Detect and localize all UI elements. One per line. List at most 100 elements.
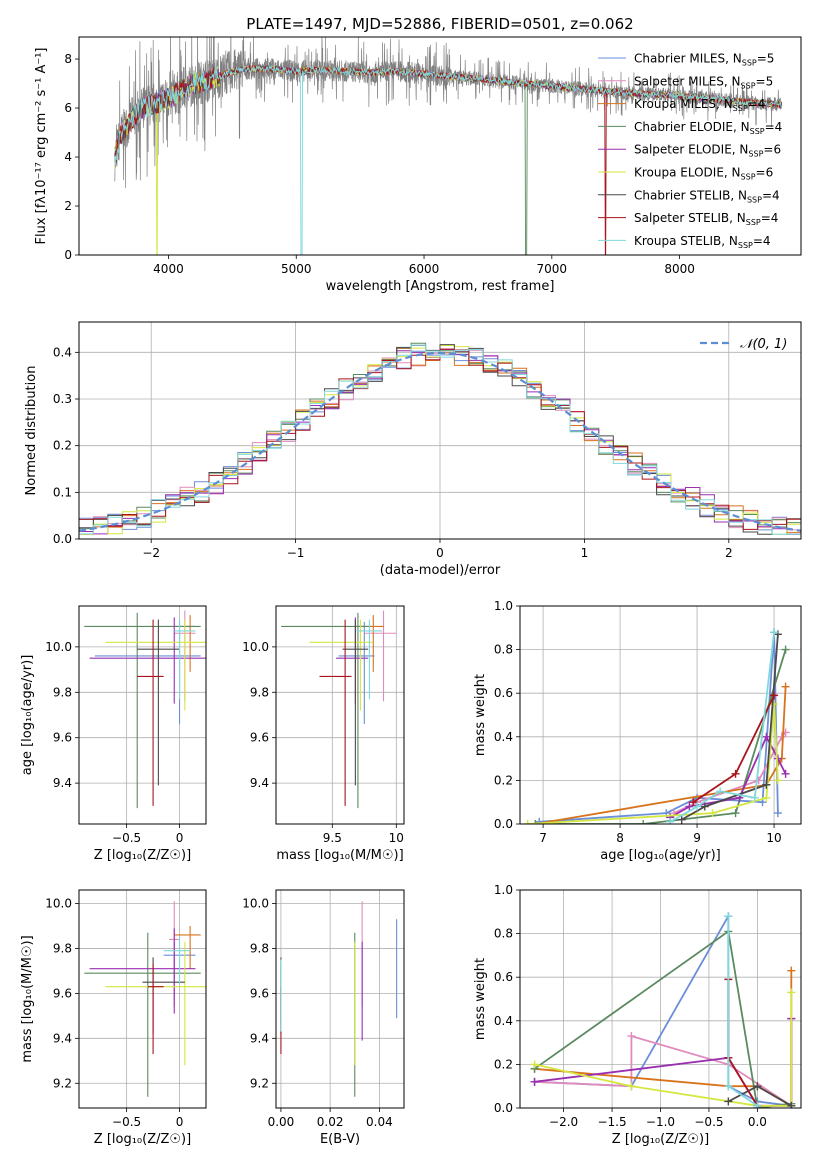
y-axis-label: mass [log₁₀(M/M☉)] [20, 935, 35, 1062]
x-tick-label: 2 [725, 546, 733, 560]
axes-frame [519, 605, 802, 825]
y-tick-label: 9.2 [250, 1076, 269, 1090]
weight-marker-chabrier_elodie [639, 820, 648, 824]
x-tick-label: 5000 [281, 262, 312, 276]
y-tick-label: 9.8 [53, 941, 72, 955]
weight-marker-kroupa_stelib [716, 787, 725, 796]
weight-marker-salpeter_elodie [530, 1077, 539, 1086]
x-tick-label: 7 [539, 831, 547, 845]
y-axis-label: Flux [fλ10⁻¹⁷ erg cm⁻² s⁻¹ A⁻¹] [34, 48, 49, 245]
x-tick-label: 7000 [537, 262, 568, 276]
y-tick-label: 10.0 [242, 640, 269, 654]
y-tick-label: 9.4 [250, 1031, 269, 1045]
weight_vs_Z-axes: −2.0 −1.5 −1.0 −0.5 0.0 0.0 0.2 0.4 0.6 0.8 1.0 Z [… [473, 883, 801, 1147]
weight-marker-chabrier_stelib [787, 1101, 796, 1108]
legend-subscript: SSP [748, 150, 763, 159]
y-tick-label: 0.0 [494, 1101, 513, 1115]
legend-label: Kroupa MILES, NSSP=4 [634, 97, 765, 113]
x-tick-label: 0 [176, 831, 184, 845]
y-axis-label: mass weight [473, 958, 488, 1040]
weight-marker-kroupa_elodie [773, 776, 782, 785]
y-tick-label: 2 [64, 199, 72, 213]
weight-marker-chabrier_elodie [731, 809, 740, 818]
x-axis-label: mass [log₁₀(M/M☉)] [276, 848, 403, 863]
weight-marker-kroupa_elodie [530, 1060, 539, 1069]
y-tick-label: 9.8 [250, 941, 269, 955]
y-tick-label: 9.8 [250, 685, 269, 699]
legend-label: Chabrier ELODIE, NSSP=4 [634, 120, 782, 136]
weight-marker-salpeter_stelib [689, 798, 698, 807]
mass_vs_ebv-axes: 0.00 0.02 0.04 9.2 9.4 9.6 9.8 10.0 E(B-V) [242, 890, 404, 1147]
weight-marker-chabrier_stelib [762, 780, 771, 789]
normal-curve [79, 351, 801, 532]
y-tick-label: 1.0 [494, 599, 513, 613]
x-tick-label: −0.5 [112, 1115, 141, 1129]
axes-frame [78, 605, 207, 825]
axes-frame [78, 36, 802, 256]
legend-subscript: SSP [738, 241, 753, 250]
legend-subscript: SSP [747, 195, 762, 204]
y-tick-label: 0.6 [494, 970, 513, 984]
weight-marker-salpeter_miles [627, 1032, 636, 1041]
mass_vs_ebv-plot [280, 901, 398, 1097]
x-tick-label: 0.04 [366, 1115, 393, 1129]
weight-marker-salpeter_stelib [770, 691, 779, 700]
x-axis-label: age [log₁₀(age/yr)] [600, 848, 721, 863]
figure-title: PLATE=1497, MJD=52886, FIBERID=0501, z=0… [246, 15, 633, 33]
x-tick-label: 8 [616, 831, 624, 845]
x-tick-label: 10 [389, 831, 404, 845]
legend-value: =6 [763, 143, 781, 157]
x-tick-label: 6000 [409, 262, 440, 276]
legend-subscript: SSP [733, 104, 748, 113]
weight-marker-chabrier_elodie [531, 820, 540, 824]
y-tick-label: 0.6 [494, 686, 513, 700]
weight-marker-kroupa_elodie [708, 809, 717, 818]
y-tick-label: 0.4 [494, 730, 513, 744]
x-tick-label: 0.00 [268, 1115, 295, 1129]
weight-marker-kroupa_stelib [753, 1101, 762, 1108]
weight-marker-chabrier_miles [773, 809, 782, 818]
weight-line-salpeter_elodie [669, 734, 787, 819]
weight-marker-chabrier_stelib [677, 815, 686, 824]
mass_vs_Z-axes: −0.5 0 9.2 9.4 9.6 9.8 10.0 Z [log₁₀(Z/Z☉)] mass… [20, 890, 206, 1147]
weight-marker-salpeter_elodie [762, 732, 771, 741]
legend-value: =5 [756, 74, 774, 88]
y-axis-label: Normed distribution [24, 366, 39, 496]
weight-marker-salpeter_stelib [731, 769, 740, 778]
x-tick-label: 0.02 [317, 1115, 344, 1129]
x-tick-label: 0.0 [748, 1115, 767, 1129]
age_vs_Z-plot [84, 610, 206, 809]
weight-marker-chabrier_elodie [781, 645, 790, 654]
weight-marker-kroupa_elodie [762, 793, 771, 802]
weight-line-kroupa_miles [534, 970, 793, 1108]
weight-marker-kroupa_elodie [787, 988, 796, 997]
x-axis-label: E(B-V) [320, 1132, 360, 1147]
histogram-kroupa_stelib [79, 344, 801, 535]
weight-marker-salpeter_elodie [685, 802, 694, 811]
y-tick-label: 0.3 [53, 392, 72, 406]
y-axis-label: mass weight [473, 674, 488, 756]
x-tick-label: −1.0 [646, 1115, 675, 1129]
y-axis-label: age [log₁₀(age/yr)] [20, 655, 35, 776]
x-axis-label: Z [log₁₀(Z/Z☉)] [612, 1132, 709, 1147]
weight-line-chabrier_elodie [535, 649, 787, 824]
weight-marker-kroupa_stelib [724, 1082, 733, 1091]
legend-value: =5 [757, 52, 775, 66]
legend-subscript: SSP [741, 173, 756, 182]
y-tick-label: 0.0 [494, 817, 513, 831]
weight-marker-kroupa_miles [781, 682, 790, 691]
age_vs_mass-plot [281, 610, 397, 809]
weight-marker-kroupa_stelib [770, 628, 779, 637]
x-tick-label: 8000 [664, 262, 695, 276]
x-tick-label: 10 [766, 831, 781, 845]
x-tick-label: 0 [176, 1115, 184, 1129]
y-tick-label: 10.0 [45, 896, 72, 910]
y-tick-label: 9.8 [53, 685, 72, 699]
x-tick-label: −1 [287, 546, 305, 560]
residuals-axes: −2 −1 0 1 2 0.0 0.1 0.2 0.3 0.4 (data-model)/error… [24, 322, 801, 578]
y-tick-label: 10.0 [45, 640, 72, 654]
y-tick-label: 10.0 [242, 896, 269, 910]
x-tick-label: 1 [581, 546, 589, 560]
legend-label: Chabrier STELIB, NSSP=4 [634, 188, 780, 204]
legend-subscript: SSP [742, 59, 757, 68]
